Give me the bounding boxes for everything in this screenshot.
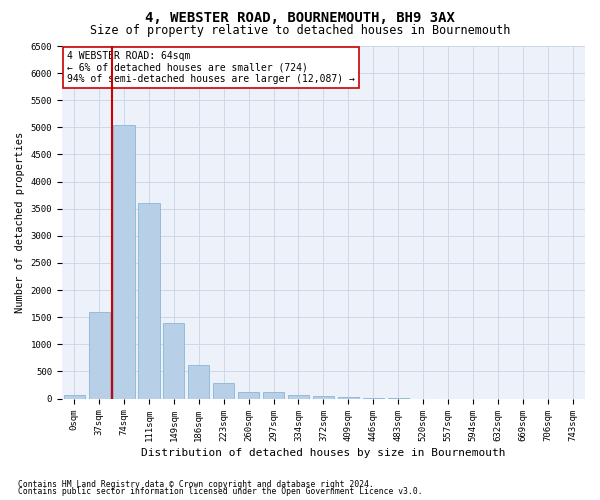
Bar	[188, 365, 209, 398]
Text: 4 WEBSTER ROAD: 64sqm
← 6% of detached houses are smaller (724)
94% of semi-deta: 4 WEBSTER ROAD: 64sqm ← 6% of detached h…	[67, 52, 355, 84]
Bar	[238, 392, 259, 398]
Bar	[288, 395, 309, 398]
Bar	[163, 322, 184, 398]
Bar	[113, 124, 134, 398]
Text: 4, WEBSTER ROAD, BOURNEMOUTH, BH9 3AX: 4, WEBSTER ROAD, BOURNEMOUTH, BH9 3AX	[145, 11, 455, 25]
Text: Contains HM Land Registry data © Crown copyright and database right 2024.: Contains HM Land Registry data © Crown c…	[18, 480, 374, 489]
Bar	[89, 312, 110, 398]
Text: Contains public sector information licensed under the Open Government Licence v3: Contains public sector information licen…	[18, 487, 422, 496]
Y-axis label: Number of detached properties: Number of detached properties	[15, 132, 25, 313]
Bar	[64, 396, 85, 398]
Bar	[313, 396, 334, 398]
Bar	[263, 392, 284, 398]
Bar	[213, 384, 235, 398]
X-axis label: Distribution of detached houses by size in Bournemouth: Distribution of detached houses by size …	[141, 448, 506, 458]
Bar	[139, 204, 160, 398]
Text: Size of property relative to detached houses in Bournemouth: Size of property relative to detached ho…	[90, 24, 510, 37]
